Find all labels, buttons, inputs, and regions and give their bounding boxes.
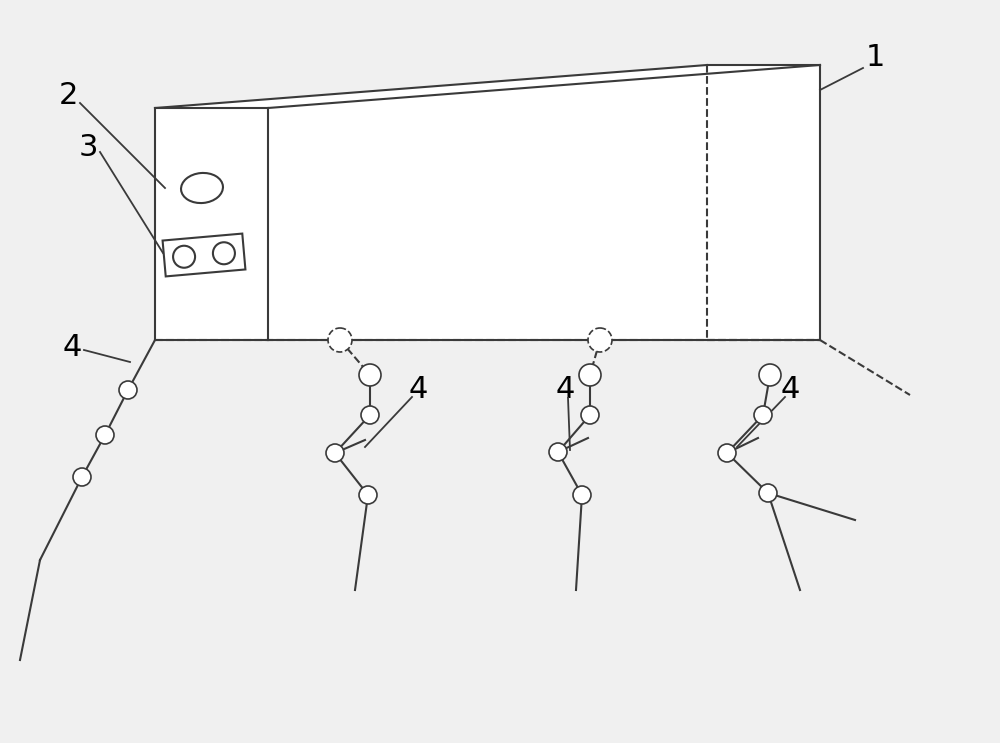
Circle shape bbox=[96, 426, 114, 444]
Ellipse shape bbox=[173, 246, 195, 267]
Circle shape bbox=[549, 443, 567, 461]
Polygon shape bbox=[163, 233, 245, 276]
Text: 4: 4 bbox=[555, 375, 575, 404]
Circle shape bbox=[581, 406, 599, 424]
Polygon shape bbox=[155, 65, 820, 108]
Circle shape bbox=[326, 444, 344, 462]
Circle shape bbox=[759, 484, 777, 502]
Circle shape bbox=[361, 406, 379, 424]
Circle shape bbox=[718, 444, 736, 462]
Circle shape bbox=[119, 381, 137, 399]
Text: 1: 1 bbox=[865, 44, 885, 73]
Circle shape bbox=[359, 364, 381, 386]
Circle shape bbox=[328, 328, 352, 352]
Text: 2: 2 bbox=[58, 80, 78, 109]
Circle shape bbox=[579, 364, 601, 386]
Text: 3: 3 bbox=[78, 134, 98, 163]
Circle shape bbox=[754, 406, 772, 424]
Ellipse shape bbox=[213, 242, 235, 265]
Circle shape bbox=[359, 486, 377, 504]
Text: 4: 4 bbox=[62, 334, 82, 363]
Text: 4: 4 bbox=[780, 375, 800, 404]
Polygon shape bbox=[268, 65, 820, 340]
Circle shape bbox=[73, 468, 91, 486]
Polygon shape bbox=[155, 108, 268, 340]
Circle shape bbox=[588, 328, 612, 352]
Circle shape bbox=[573, 486, 591, 504]
Text: 4: 4 bbox=[408, 375, 428, 404]
Ellipse shape bbox=[181, 173, 223, 203]
Circle shape bbox=[759, 364, 781, 386]
